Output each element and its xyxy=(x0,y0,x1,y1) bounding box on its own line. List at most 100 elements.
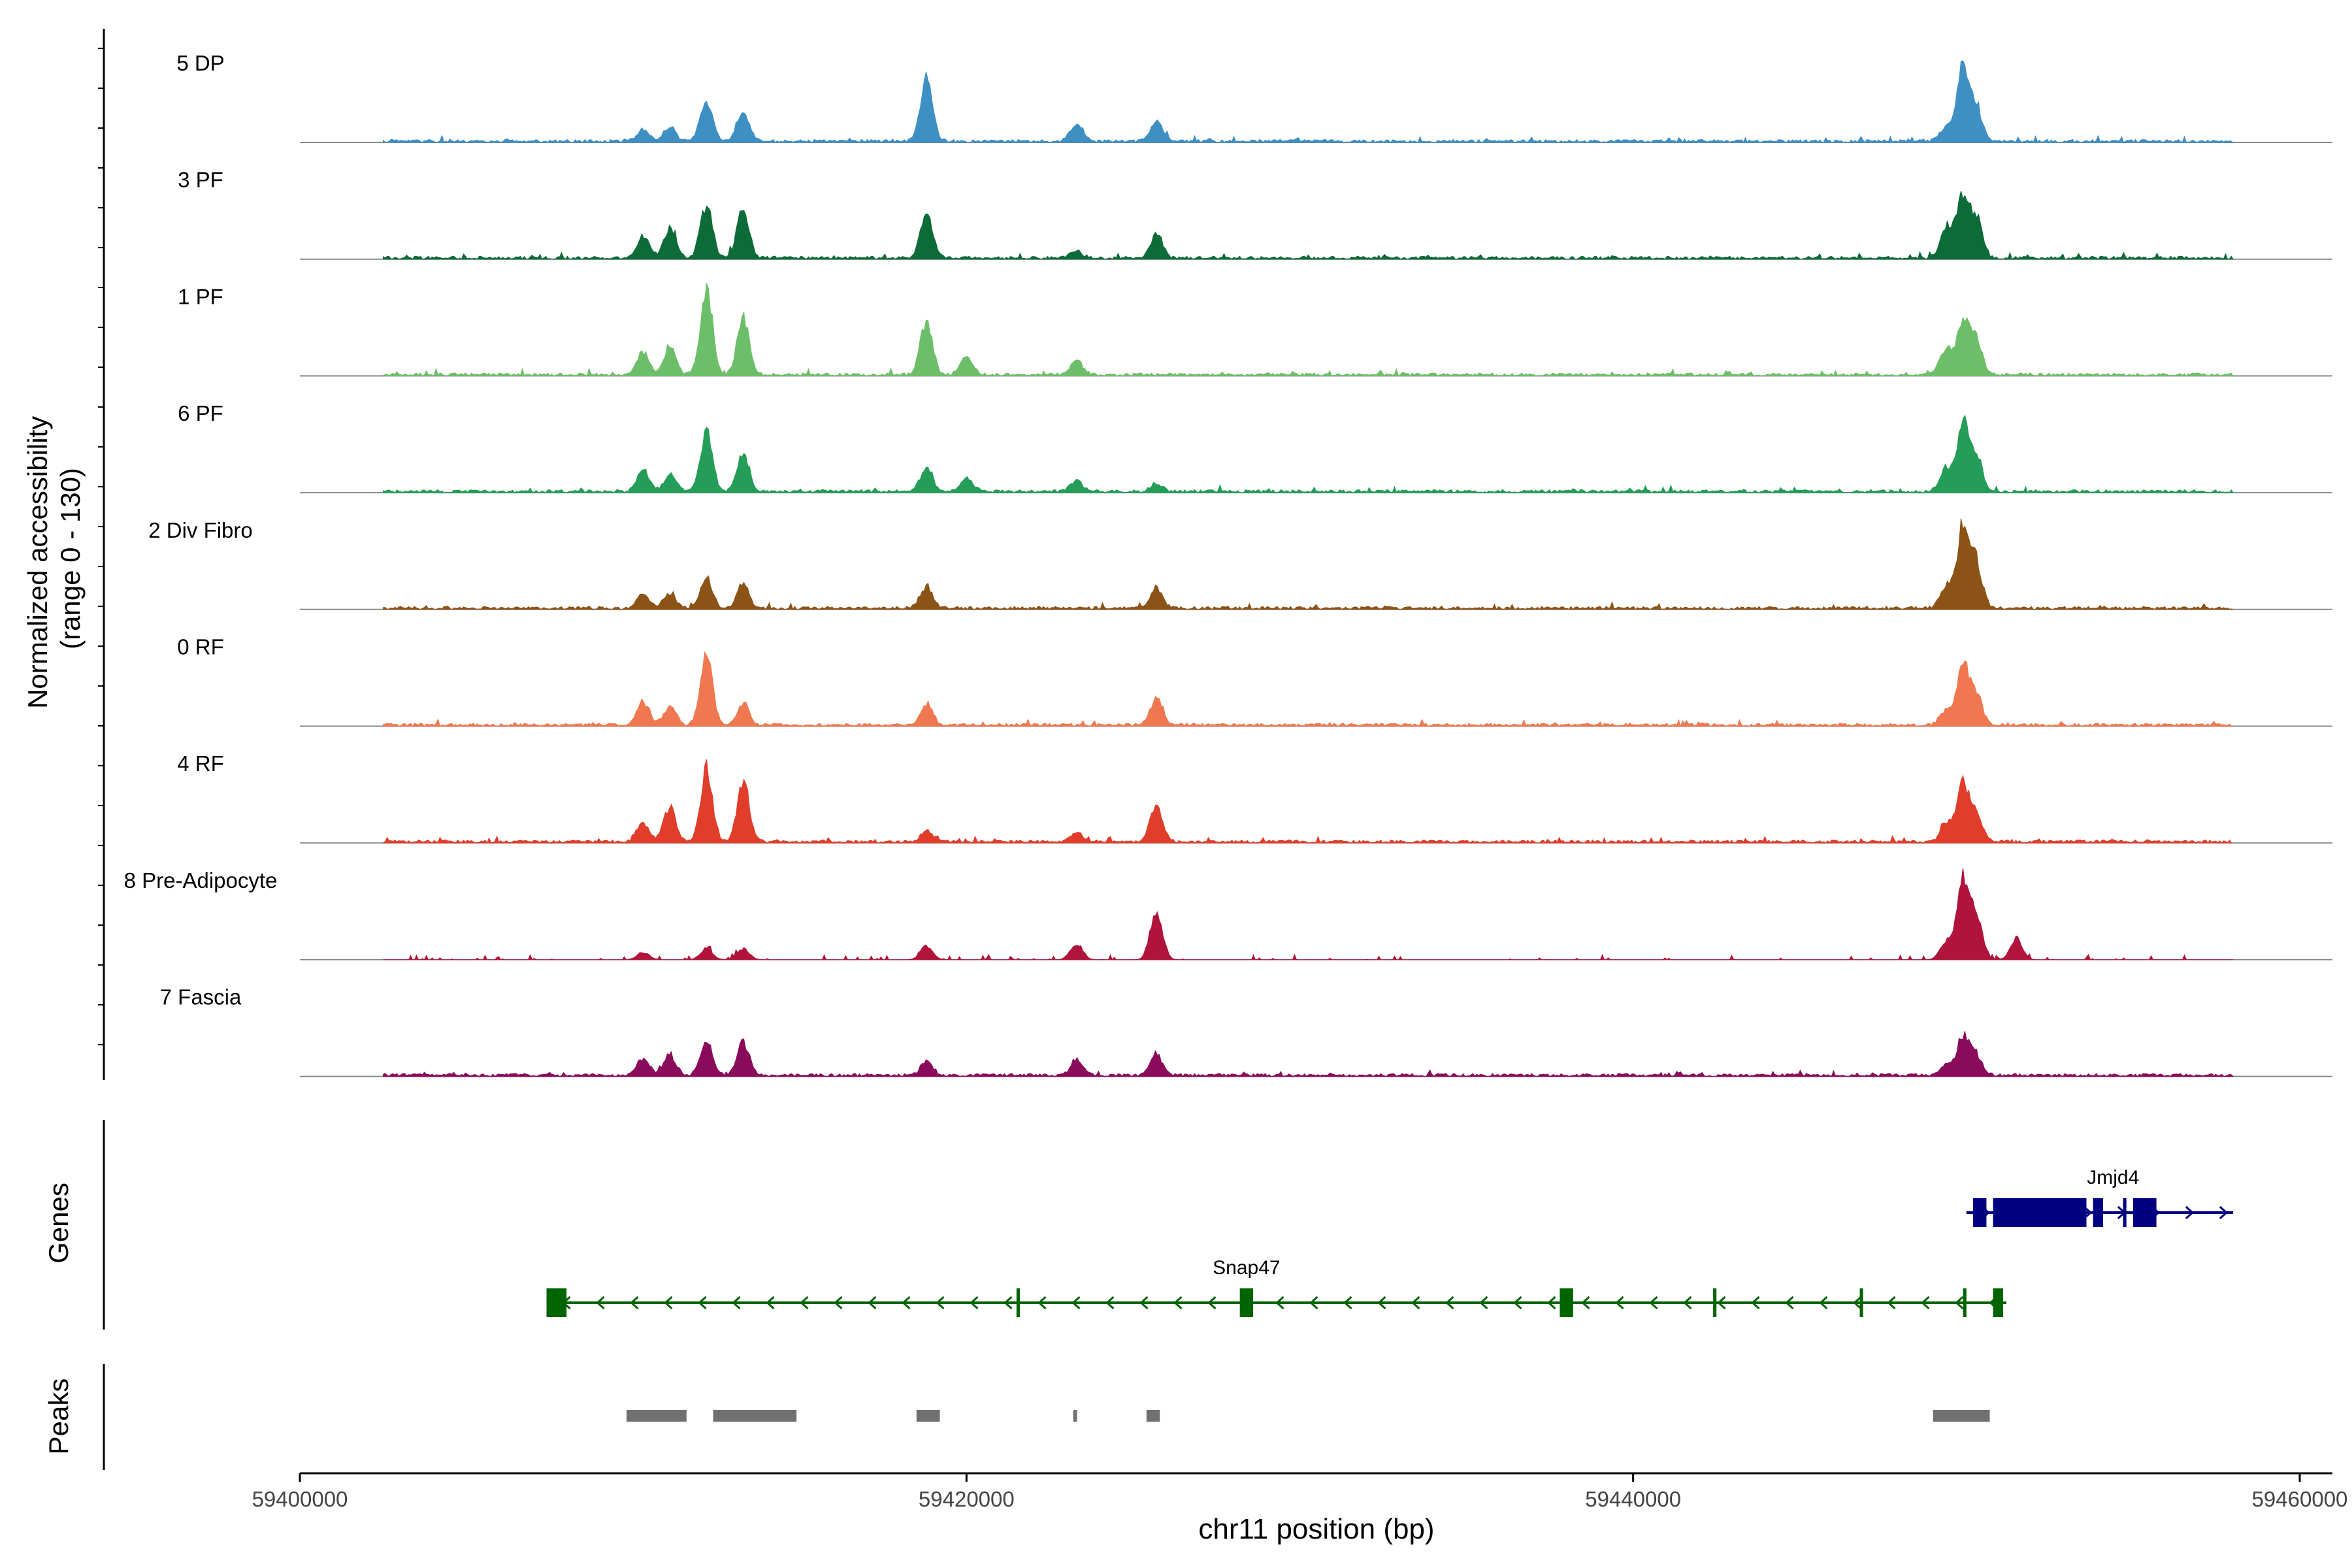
track-5-dp: 5 DP xyxy=(176,51,2332,143)
strand-arrow xyxy=(1887,1296,1896,1310)
gene-label: Jmjd4 xyxy=(2087,1167,2139,1188)
strand-arrow xyxy=(834,1296,843,1310)
gene-exon xyxy=(1973,1198,1987,1227)
strand-arrow xyxy=(1479,1296,1488,1310)
gene-snap47: Snap47 xyxy=(546,1257,2007,1317)
peak-region xyxy=(916,1410,940,1422)
strand-arrow xyxy=(1955,1296,1964,1310)
x-tick-label: 59420000 xyxy=(919,1487,1015,1511)
strand-arrow xyxy=(902,1296,911,1310)
gene-exon xyxy=(2123,1198,2127,1227)
track-label: 3 PF xyxy=(178,168,223,192)
strand-arrow xyxy=(1785,1296,1794,1310)
strand-arrow xyxy=(1343,1296,1352,1310)
track-7-fascia: 7 Fascia xyxy=(160,985,2332,1077)
peak-region xyxy=(1073,1410,1077,1422)
gene-exon xyxy=(2093,1198,2104,1227)
coverage-area xyxy=(383,868,2233,960)
strand-arrow xyxy=(1139,1296,1149,1310)
gene-exon xyxy=(1239,1288,1254,1317)
coverage-y-ticks xyxy=(98,48,104,1045)
strand-arrow xyxy=(1819,1296,1828,1310)
strand-arrow xyxy=(936,1296,945,1310)
gene-exon xyxy=(1713,1288,1717,1317)
y-axis-label: Normalized accessibility (range 0 - 130) xyxy=(22,408,86,709)
strand-arrow xyxy=(1615,1296,1624,1310)
strand-arrow xyxy=(698,1296,707,1310)
figure-frame xyxy=(98,29,2332,1475)
gene-exon xyxy=(1963,1288,1967,1317)
track-4-rf: 4 RF xyxy=(177,751,2332,844)
coverage-area xyxy=(383,651,2234,727)
gene-exon xyxy=(546,1288,567,1317)
strand-arrow xyxy=(1004,1296,1013,1310)
strand-arrow xyxy=(1037,1296,1047,1310)
strand-arrow xyxy=(1377,1296,1386,1310)
strand-arrow xyxy=(1105,1296,1115,1310)
strand-arrow xyxy=(1411,1296,1420,1310)
gene-exon xyxy=(1560,1288,1573,1317)
coverage-area xyxy=(383,191,2234,260)
gene-jmjd4: Jmjd4 xyxy=(1966,1167,2233,1227)
coverage-area xyxy=(383,283,2234,377)
coverage-area xyxy=(383,414,2234,493)
coverage-area xyxy=(383,759,2233,844)
peaks-panel-label: Peaks xyxy=(43,1379,74,1455)
strand-arrow xyxy=(1445,1296,1454,1310)
y-axis-label-line2: (range 0 - 130) xyxy=(55,468,86,649)
gene-exon xyxy=(1993,1288,2003,1317)
peak-annotations xyxy=(626,1410,1990,1422)
strand-arrow xyxy=(732,1296,741,1310)
strand-arrow xyxy=(1309,1296,1318,1310)
track-label: 1 PF xyxy=(178,284,223,308)
strand-arrow xyxy=(2219,1205,2229,1220)
strand-arrow xyxy=(1921,1296,1930,1310)
gene-exon xyxy=(1859,1288,1863,1317)
coverage-area xyxy=(383,60,2234,143)
strand-arrow xyxy=(868,1296,877,1310)
strand-arrow xyxy=(1547,1296,1556,1310)
genes-panel-label: Genes xyxy=(43,1183,74,1264)
gene-exon xyxy=(2132,1198,2157,1227)
strand-arrow xyxy=(1751,1296,1760,1310)
track-label: 5 DP xyxy=(176,51,224,75)
strand-arrow xyxy=(1853,1296,1862,1310)
track-label: 4 RF xyxy=(177,751,224,776)
strand-arrow xyxy=(1649,1296,1658,1310)
gene-label: Snap47 xyxy=(1213,1257,1280,1279)
strand-arrow xyxy=(664,1296,673,1310)
coverage-tracks: 5 DP 3 PF 1 PF 6 PF 2 Div Fibro 0 RF 4 RF 8 Pre… xyxy=(124,51,2332,1077)
track-0-rf: 0 RF xyxy=(177,635,2332,727)
track-label: 2 Div Fibro xyxy=(148,518,253,542)
x-axis-ticks: 59400000 59420000 59440000 59460000 xyxy=(252,1473,2347,1511)
strand-arrow xyxy=(1683,1296,1692,1310)
y-axis-label-line1: Normalized accessibility xyxy=(22,416,53,709)
peak-region xyxy=(713,1410,797,1422)
strand-arrow xyxy=(596,1296,605,1310)
track-3-pf: 3 PF xyxy=(178,168,2332,260)
gene-exon xyxy=(1993,1198,2087,1227)
strand-arrow xyxy=(970,1296,979,1310)
track-label: 7 Fascia xyxy=(160,985,242,1009)
x-tick-label: 59440000 xyxy=(1585,1487,1681,1511)
track-8-pre-adipocyte: 8 Pre-Adipocyte xyxy=(124,868,2332,960)
strand-arrow xyxy=(1071,1296,1081,1310)
track-label: 8 Pre-Adipocyte xyxy=(124,868,278,892)
gene-exon xyxy=(1016,1288,1020,1317)
strand-arrow xyxy=(1173,1296,1183,1310)
coverage-area xyxy=(383,1031,2234,1077)
peak-region xyxy=(1933,1410,1990,1422)
strand-arrow xyxy=(2185,1205,2195,1220)
track-1-pf: 1 PF xyxy=(178,283,2332,377)
track-2-div-fibro: 2 Div Fibro xyxy=(148,518,2332,610)
peak-region xyxy=(626,1410,687,1422)
x-axis-label: chr11 position (bp) xyxy=(1198,1513,1434,1545)
strand-arrow xyxy=(1207,1296,1217,1310)
coverage-area xyxy=(383,518,2234,610)
strand-arrow xyxy=(1275,1296,1284,1310)
strand-arrow xyxy=(1513,1296,1522,1310)
gene-annotations: Jmjd4 Snap47 xyxy=(546,1167,2233,1317)
x-tick-label: 59400000 xyxy=(252,1487,348,1511)
track-label: 6 PF xyxy=(178,401,223,425)
